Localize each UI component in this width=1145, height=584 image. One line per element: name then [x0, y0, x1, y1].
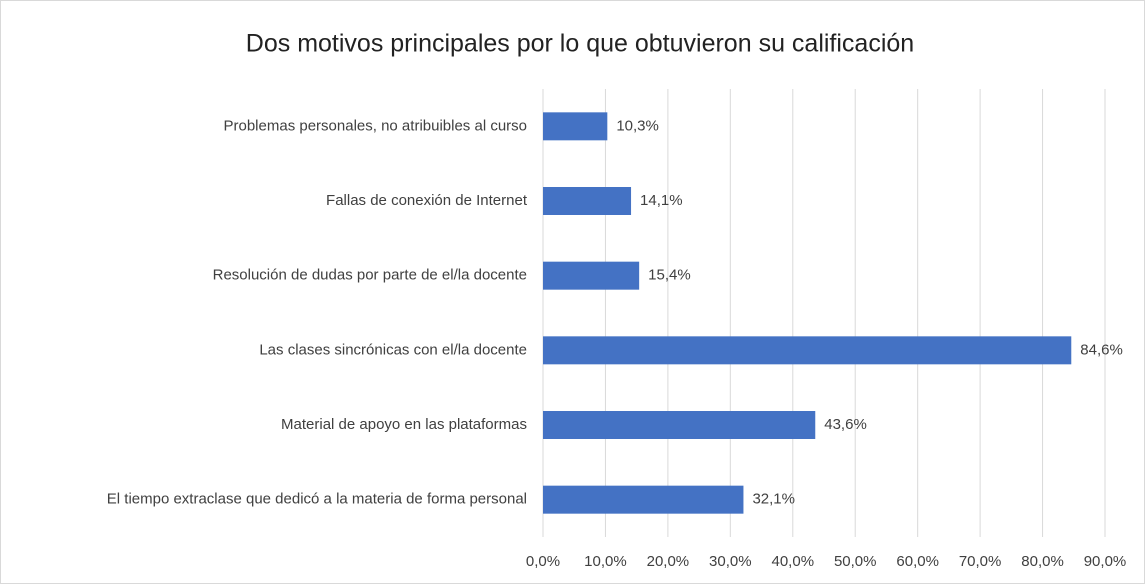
- x-tick-label: 0,0%: [526, 553, 560, 570]
- x-tick-label: 60,0%: [896, 553, 939, 570]
- y-tick-label: Problemas personales, no atribuibles al …: [224, 117, 528, 134]
- data-label: 10,3%: [616, 117, 659, 134]
- y-tick-label: Fallas de conexión de Internet: [326, 192, 528, 209]
- x-tick-label: 10,0%: [584, 553, 627, 570]
- x-tick-label: 40,0%: [772, 553, 815, 570]
- bar: [543, 112, 608, 141]
- chart-title: Dos motivos principales por lo que obtuv…: [246, 30, 914, 58]
- y-tick-label: Resolución de dudas por parte de el/la d…: [213, 267, 527, 284]
- data-label: 32,1%: [752, 491, 795, 508]
- bar: [543, 187, 632, 215]
- x-tick-label: 50,0%: [834, 553, 877, 570]
- data-label: 43,6%: [824, 416, 867, 433]
- y-tick-label: Las clases sincrónicas con el/la docente: [259, 341, 527, 358]
- bar: [543, 411, 816, 439]
- y-tick-label: El tiempo extraclase que dedicó a la mat…: [107, 491, 527, 508]
- y-tick-label: Material de apoyo en las plataformas: [281, 416, 527, 433]
- x-tick-label: 70,0%: [959, 553, 1002, 570]
- x-tick-label: 20,0%: [647, 553, 690, 570]
- bar: [543, 261, 640, 290]
- bar: [543, 336, 1072, 365]
- data-label: 84,6%: [1080, 341, 1123, 358]
- x-tick-label: 80,0%: [1021, 553, 1064, 570]
- x-tick-label: 30,0%: [709, 553, 752, 570]
- data-label: 15,4%: [648, 267, 691, 284]
- bar: [543, 485, 744, 514]
- x-tick-label: 90,0%: [1084, 553, 1127, 570]
- data-label: 14,1%: [640, 192, 683, 209]
